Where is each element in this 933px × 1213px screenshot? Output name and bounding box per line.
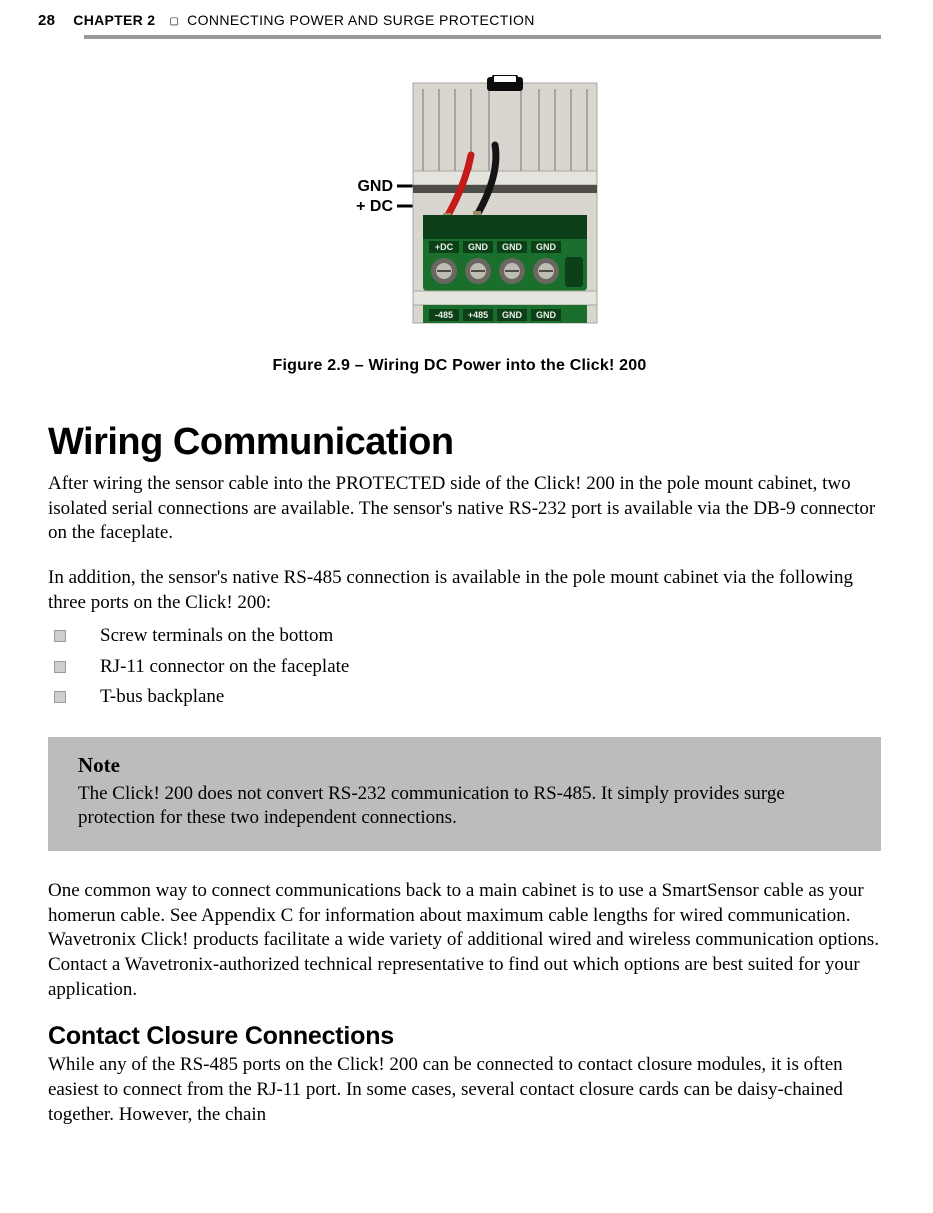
svg-text:GND: GND xyxy=(536,242,557,252)
svg-text:GND: GND xyxy=(502,242,523,252)
list-item: Screw terminals on the bottom xyxy=(48,621,881,651)
page-number: 28 xyxy=(38,12,55,29)
note-body: The Click! 200 does not convert RS-232 c… xyxy=(78,782,857,831)
gnd-label: GND xyxy=(357,178,393,195)
figure-caption: Figure 2.9 – Wiring DC Power into the Cl… xyxy=(38,357,881,375)
subheading-contact-closure: Contact Closure Connections xyxy=(48,1022,881,1051)
figure-2-9: GND + DC xyxy=(38,75,881,375)
list-item: RJ-11 connector on the faceplate xyxy=(48,652,881,682)
paragraph: One common way to connect communications… xyxy=(48,879,881,1002)
note-box: Note The Click! 200 does not convert RS-… xyxy=(48,737,881,851)
paragraph: In addition, the sensor's native RS-485 … xyxy=(48,566,881,615)
section-heading-wiring-communication: Wiring Communication xyxy=(48,421,881,464)
dc-label: + DC xyxy=(356,198,393,215)
svg-text:+DC: +DC xyxy=(434,242,453,252)
chapter-label: CHAPTER 2 xyxy=(73,12,155,28)
device-illustration: GND + DC xyxy=(295,75,625,331)
paragraph: While any of the RS-485 ports on the Cli… xyxy=(48,1053,881,1127)
note-title: Note xyxy=(78,753,857,778)
svg-text:-485: -485 xyxy=(434,310,452,320)
svg-text:GND: GND xyxy=(502,310,523,320)
paragraph: After wiring the sensor cable into the P… xyxy=(48,472,881,546)
page-header: 28 CHAPTER 2 ▢ CONNECTING POWER AND SURG… xyxy=(38,12,881,35)
svg-text:GND: GND xyxy=(468,242,489,252)
header-rule xyxy=(84,35,881,39)
list-item: T-bus backplane xyxy=(48,682,881,712)
port-list: Screw terminals on the bottom RJ-11 conn… xyxy=(48,621,881,712)
header-square-icon: ▢ xyxy=(169,16,179,27)
svg-text:GND: GND xyxy=(536,310,557,320)
chapter-title: CONNECTING POWER AND SURGE PROTECTION xyxy=(187,12,535,28)
svg-text:+485: +485 xyxy=(467,310,487,320)
